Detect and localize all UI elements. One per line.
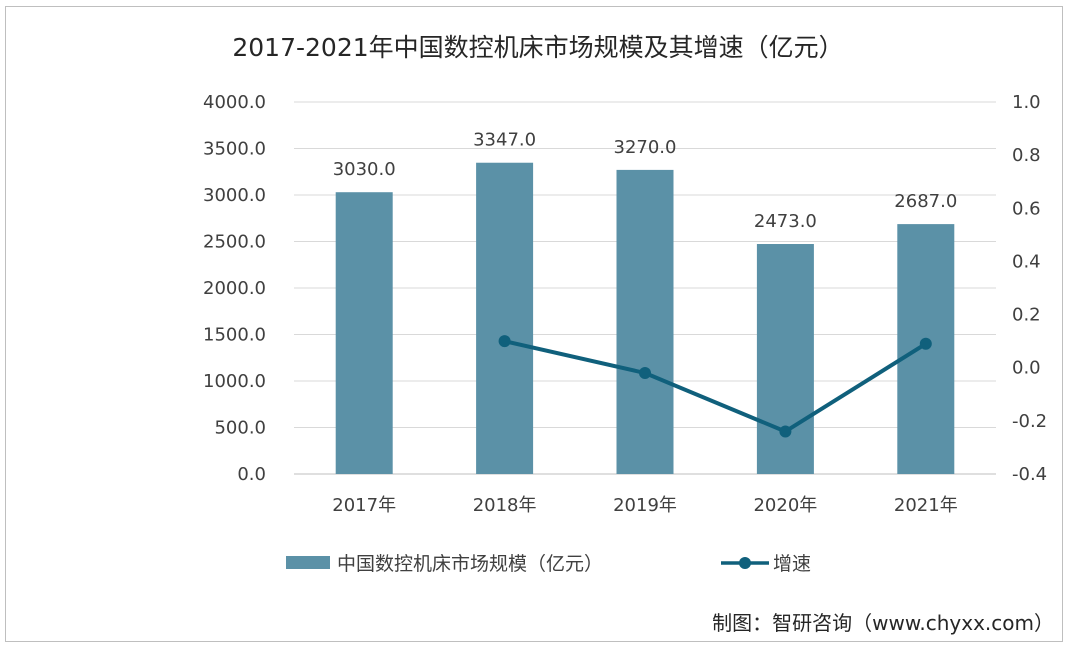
source-note: 制图：智研咨询（www.chyxx.com） (712, 611, 1054, 635)
left-axis: 0.0 500.0 1000.0 1500.0 2000.0 2500.0 3000.0 35… (203, 92, 266, 485)
bar-data-label: 2687.0 (894, 191, 957, 212)
right-tick-label: 0.4 (1012, 251, 1041, 272)
right-tick-label: -0.4 (1012, 464, 1047, 485)
bars (335, 162, 955, 474)
right-tick-label: 0.2 (1012, 305, 1041, 326)
legend-bar-label: 中国数控机床市场规模（亿元） (337, 553, 603, 575)
growth-line-path (504, 339, 927, 434)
chart-title: 2017-2021年中国数控机床市场规模及其增速（亿元） (232, 33, 844, 62)
x-tick-label: 2021年 (894, 495, 958, 516)
x-tick-label: 2017年 (332, 495, 396, 516)
right-tick-label: -0.2 (1012, 411, 1047, 432)
right-tick-label: 0.6 (1012, 198, 1041, 219)
legend-bar-swatch (286, 556, 330, 569)
x-axis: 2017年 2018年 2019年 2020年 2021年 (332, 495, 957, 516)
bar-data-label: 2473.0 (754, 211, 817, 232)
growth-point (779, 425, 792, 438)
bar-data-label: 3347.0 (473, 130, 536, 151)
right-axis: -0.4 -0.2 0.0 0.2 0.4 0.6 0.8 1.0 (1012, 92, 1047, 485)
left-tick-label: 1000.0 (203, 371, 266, 392)
chart-frame (5, 6, 1063, 642)
right-tick-label: 0.0 (1012, 358, 1041, 379)
growth-point (639, 367, 651, 380)
bar-data-label: 3270.0 (614, 137, 677, 158)
x-tick-label: 2019年 (613, 495, 677, 516)
left-tick-label: 0.0 (237, 464, 266, 485)
bar (756, 244, 814, 474)
x-tick-label: 2018年 (473, 495, 537, 516)
legend-line-label: 增速 (773, 553, 811, 575)
legend-line-marker (739, 557, 751, 569)
bar-data-labels: 3030.0 3347.0 3270.0 2473.0 2687.0 (333, 130, 958, 232)
growth-line (498, 335, 932, 438)
left-tick-label: 2500.0 (203, 232, 266, 253)
left-tick-label: 500.0 (214, 418, 266, 439)
legend: 中国数控机床市场规模（亿元） 增速 (286, 553, 811, 575)
left-tick-label: 3500.0 (203, 139, 266, 160)
bar (476, 162, 534, 474)
growth-point (919, 337, 932, 350)
left-tick-label: 4000.0 (203, 92, 266, 113)
right-tick-label: 1.0 (1012, 92, 1041, 113)
right-tick-label: 0.8 (1012, 145, 1041, 166)
left-tick-label: 3000.0 (203, 185, 266, 206)
bar (616, 169, 674, 474)
bar (335, 192, 393, 474)
left-tick-label: 2000.0 (203, 278, 266, 299)
x-tick-label: 2020年 (753, 495, 817, 516)
bar-data-label: 3030.0 (333, 159, 396, 180)
left-tick-label: 1500.0 (203, 325, 266, 346)
growth-point (498, 335, 511, 348)
